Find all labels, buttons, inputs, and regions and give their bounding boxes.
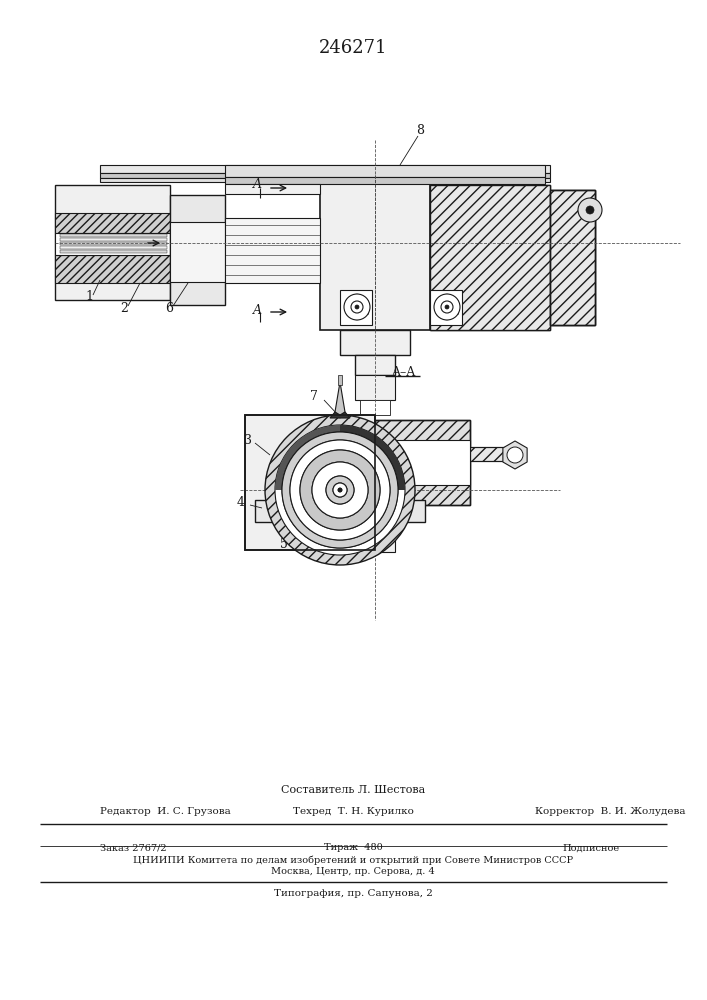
Bar <box>355 355 395 375</box>
Bar <box>430 185 550 330</box>
Bar <box>225 165 545 177</box>
Bar <box>245 415 375 550</box>
Text: Корректор  В. И. Жолудева: Корректор В. И. Жолудева <box>534 808 685 816</box>
Text: 4: 4 <box>237 495 245 508</box>
Bar <box>470 447 520 461</box>
Text: Подписное: Подписное <box>563 844 620 852</box>
Bar <box>225 218 320 283</box>
Bar <box>255 500 425 522</box>
Circle shape <box>344 294 370 320</box>
Circle shape <box>300 450 380 530</box>
Bar <box>340 290 372 325</box>
Bar <box>550 190 595 325</box>
Bar <box>338 375 342 385</box>
Text: 5: 5 <box>280 538 288 552</box>
Circle shape <box>578 198 602 222</box>
Bar <box>360 400 390 415</box>
Bar <box>55 213 170 233</box>
Wedge shape <box>340 425 405 490</box>
Bar <box>100 173 550 178</box>
Text: 6: 6 <box>165 302 173 314</box>
Text: Редактор  И. С. Грузова: Редактор И. С. Грузова <box>100 808 230 816</box>
Bar <box>55 255 170 283</box>
Circle shape <box>586 206 594 214</box>
Bar <box>170 195 225 305</box>
Bar <box>55 185 170 300</box>
Text: 3: 3 <box>244 434 252 446</box>
Bar <box>375 440 470 485</box>
Text: A: A <box>253 178 262 192</box>
Bar <box>100 165 550 173</box>
Circle shape <box>445 305 449 309</box>
Circle shape <box>300 450 380 530</box>
Bar <box>245 415 375 550</box>
Text: 7: 7 <box>310 390 318 403</box>
Text: Техред  Т. Н. Курилко: Техред Т. Н. Курилко <box>293 808 414 816</box>
Text: Тираж  480: Тираж 480 <box>324 844 382 852</box>
Bar <box>340 330 410 355</box>
Bar <box>550 190 595 325</box>
Bar <box>320 175 430 330</box>
Bar <box>55 233 170 255</box>
Circle shape <box>338 488 342 492</box>
Circle shape <box>282 432 398 548</box>
Bar <box>60 250 167 253</box>
Text: ЦНИИПИ Комитета по делам изобретений и открытий при Совете Министров СССР: ЦНИИПИ Комитета по делам изобретений и о… <box>133 855 573 865</box>
Bar <box>60 234 167 237</box>
Text: 2: 2 <box>120 302 128 314</box>
Circle shape <box>351 301 363 313</box>
Bar <box>430 290 462 325</box>
Circle shape <box>338 488 342 492</box>
Bar <box>470 447 520 461</box>
Circle shape <box>312 462 368 518</box>
Bar <box>225 184 320 194</box>
Bar <box>60 238 167 241</box>
Circle shape <box>507 447 523 463</box>
Text: A: A <box>253 304 262 316</box>
Wedge shape <box>275 425 340 490</box>
Text: A–A: A–A <box>391 366 415 379</box>
Circle shape <box>282 432 398 548</box>
Circle shape <box>290 440 390 540</box>
Bar <box>280 522 375 534</box>
Circle shape <box>290 440 390 540</box>
Circle shape <box>312 462 368 518</box>
Bar <box>170 222 225 282</box>
Bar <box>375 420 470 505</box>
Polygon shape <box>330 412 350 418</box>
Text: 8: 8 <box>416 123 424 136</box>
Bar <box>60 246 167 249</box>
Circle shape <box>326 476 354 504</box>
Bar <box>550 190 595 325</box>
Circle shape <box>275 425 405 555</box>
Polygon shape <box>503 441 527 469</box>
Bar <box>100 178 550 182</box>
Text: Заказ 2767/2: Заказ 2767/2 <box>100 844 167 852</box>
Circle shape <box>434 294 460 320</box>
Text: Типография, пр. Сапунова, 2: Типография, пр. Сапунова, 2 <box>274 890 433 898</box>
Circle shape <box>326 476 354 504</box>
Polygon shape <box>335 382 345 418</box>
Text: Москва, Центр, пр. Серова, д. 4: Москва, Центр, пр. Серова, д. 4 <box>271 867 435 876</box>
Circle shape <box>333 483 347 497</box>
Bar <box>225 177 545 184</box>
Bar <box>375 420 470 505</box>
Bar <box>60 242 167 245</box>
Bar <box>350 534 395 552</box>
Text: 246271: 246271 <box>319 39 387 57</box>
Text: Составитель Л. Шестова: Составитель Л. Шестова <box>281 785 425 795</box>
Circle shape <box>333 483 347 497</box>
Circle shape <box>265 415 415 565</box>
Bar <box>430 185 550 330</box>
Text: 1: 1 <box>85 290 93 304</box>
Circle shape <box>355 305 359 309</box>
Circle shape <box>441 301 453 313</box>
Bar <box>355 375 395 400</box>
